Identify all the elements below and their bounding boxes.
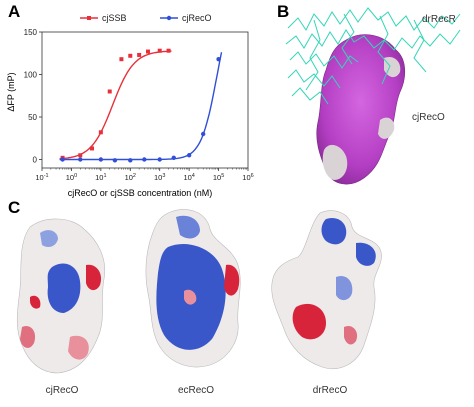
point-cjRecO — [60, 157, 65, 162]
y-tick-label: 150 — [24, 28, 38, 37]
point-cjSSB — [78, 153, 83, 158]
point-cjSSB — [146, 49, 151, 54]
point-cjRecO — [200, 131, 206, 137]
drreco-electrostatic-surface — [271, 210, 382, 369]
x-tick-label: 101 — [95, 173, 106, 182]
point-cjRecO — [186, 153, 192, 158]
fit-curve-cjRecO — [59, 52, 223, 161]
point-cjRecO — [216, 57, 221, 62]
point-cjSSB — [137, 52, 142, 57]
legend-marker-cjRecO — [166, 15, 172, 21]
cjreco-surface-grey-patch — [322, 144, 348, 180]
cjreco-label-b: cjRecO — [412, 112, 445, 123]
drrecr-label: drRecR — [422, 14, 456, 25]
point-cjSSB — [98, 130, 103, 135]
panel-b-structure: drRecR cjRecO — [285, 7, 461, 185]
legend-label-cjSSB: cjSSB — [102, 13, 127, 23]
cjreco-surface-grey-patch-2 — [378, 117, 395, 139]
cjreco-electrostatic-surface — [16, 218, 106, 374]
panel-a-letter: A — [8, 2, 21, 21]
drrecr-ribbon — [285, 7, 461, 105]
y-axis-label: ΔFP (mP) — [6, 72, 16, 111]
cjreco-label-c: cjRecO — [46, 385, 79, 396]
chart-legend: cjSSB cjRecO — [80, 13, 212, 23]
plot-frame — [41, 31, 249, 169]
fit-curve-cjSSB — [59, 50, 172, 160]
point-cjRecO — [112, 158, 118, 163]
point-cjSSB — [119, 57, 124, 62]
point-cjSSB — [89, 146, 94, 151]
chart-axes: 0 50 100 150 10-1 100 101 102 103 104 105 106 — [24, 28, 254, 182]
y-tick-label: 50 — [28, 113, 37, 122]
point-cjSSB — [157, 48, 162, 53]
x-tick-label: 105 — [213, 173, 224, 182]
ecreco-label: ecRecO — [178, 385, 214, 396]
x-tick-label: 104 — [183, 173, 194, 182]
point-cjRecO — [157, 157, 162, 162]
y-tick-label: 0 — [33, 156, 38, 165]
point-cjRecO — [142, 157, 147, 162]
point-cjSSB — [128, 53, 133, 58]
point-cjRecO — [78, 157, 83, 162]
point-cjSSB — [166, 48, 171, 53]
ecreco-electrostatic-surface — [145, 209, 241, 368]
point-cjRecO — [171, 155, 176, 160]
x-axis-label: cjRecO or cjSSB concentration (nM) — [68, 188, 213, 198]
x-tick-label: 100 — [66, 173, 77, 182]
data-points — [60, 48, 221, 163]
legend-label-cjRecO: cjRecO — [182, 13, 212, 23]
panel-c-surfaces: cjRecO ecRecO drRecO — [16, 209, 382, 396]
point-cjSSB — [107, 89, 112, 94]
drreco-label: drRecO — [313, 385, 348, 396]
cjreco-surface-grey-patch-3 — [384, 56, 401, 78]
point-cjRecO — [128, 158, 133, 163]
x-tick-label: 102 — [125, 173, 136, 182]
legend-marker-cjSSB — [87, 16, 91, 20]
x-tick-label: 10-1 — [35, 173, 48, 182]
panel-b-letter: B — [277, 2, 290, 21]
fit-curves — [59, 50, 223, 161]
x-tick-label: 106 — [242, 173, 253, 182]
x-tick-label: 103 — [154, 173, 165, 182]
binding-curve-chart: 0 50 100 150 10-1 100 101 102 103 104 105 106 cjSSB… — [6, 13, 254, 198]
panel-c-letter: C — [8, 198, 21, 217]
y-tick-label: 100 — [24, 71, 38, 80]
point-cjRecO — [98, 157, 104, 162]
